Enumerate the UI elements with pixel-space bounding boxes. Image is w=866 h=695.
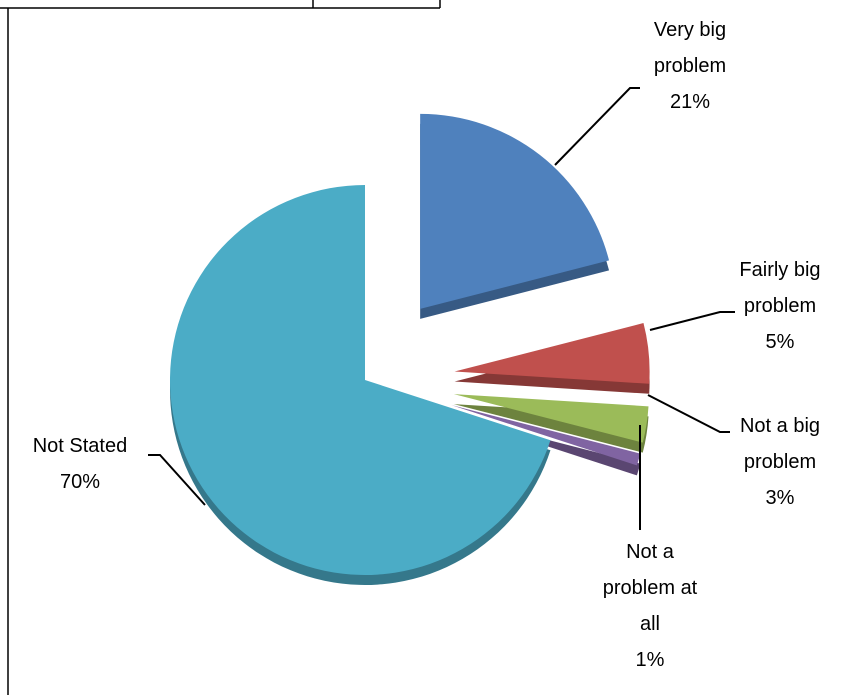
data-label: Not a problem at all 1%: [590, 534, 710, 678]
pie-slices: [170, 113, 650, 575]
pie-slice: [454, 323, 650, 384]
category-label: Not a big problem: [739, 415, 821, 473]
sheet-grid: [0, 0, 441, 695]
pie-slice: [453, 394, 649, 443]
percent-label: 5%: [765, 331, 795, 353]
category-label: Very big problem: [653, 19, 727, 77]
data-label: Not a big problem 3%: [720, 408, 840, 516]
pie-slice: [420, 113, 610, 309]
pie-slice: [451, 405, 641, 466]
pie-slice: [170, 185, 551, 575]
leader-lines: [148, 87, 735, 530]
category-label: Not Stated: [32, 435, 128, 457]
percent-label: 1%: [635, 649, 665, 671]
data-label: Fairly big problem 5%: [720, 252, 840, 360]
category-label: Fairly big problem: [739, 259, 821, 317]
data-label: Not Stated 70%: [10, 428, 150, 500]
percent-label: 70%: [59, 471, 101, 493]
data-label: Very big problem 21%: [630, 12, 750, 120]
percent-label: 21%: [669, 91, 711, 113]
category-label: Not a problem at all: [602, 541, 698, 635]
percent-label: 3%: [765, 487, 795, 509]
